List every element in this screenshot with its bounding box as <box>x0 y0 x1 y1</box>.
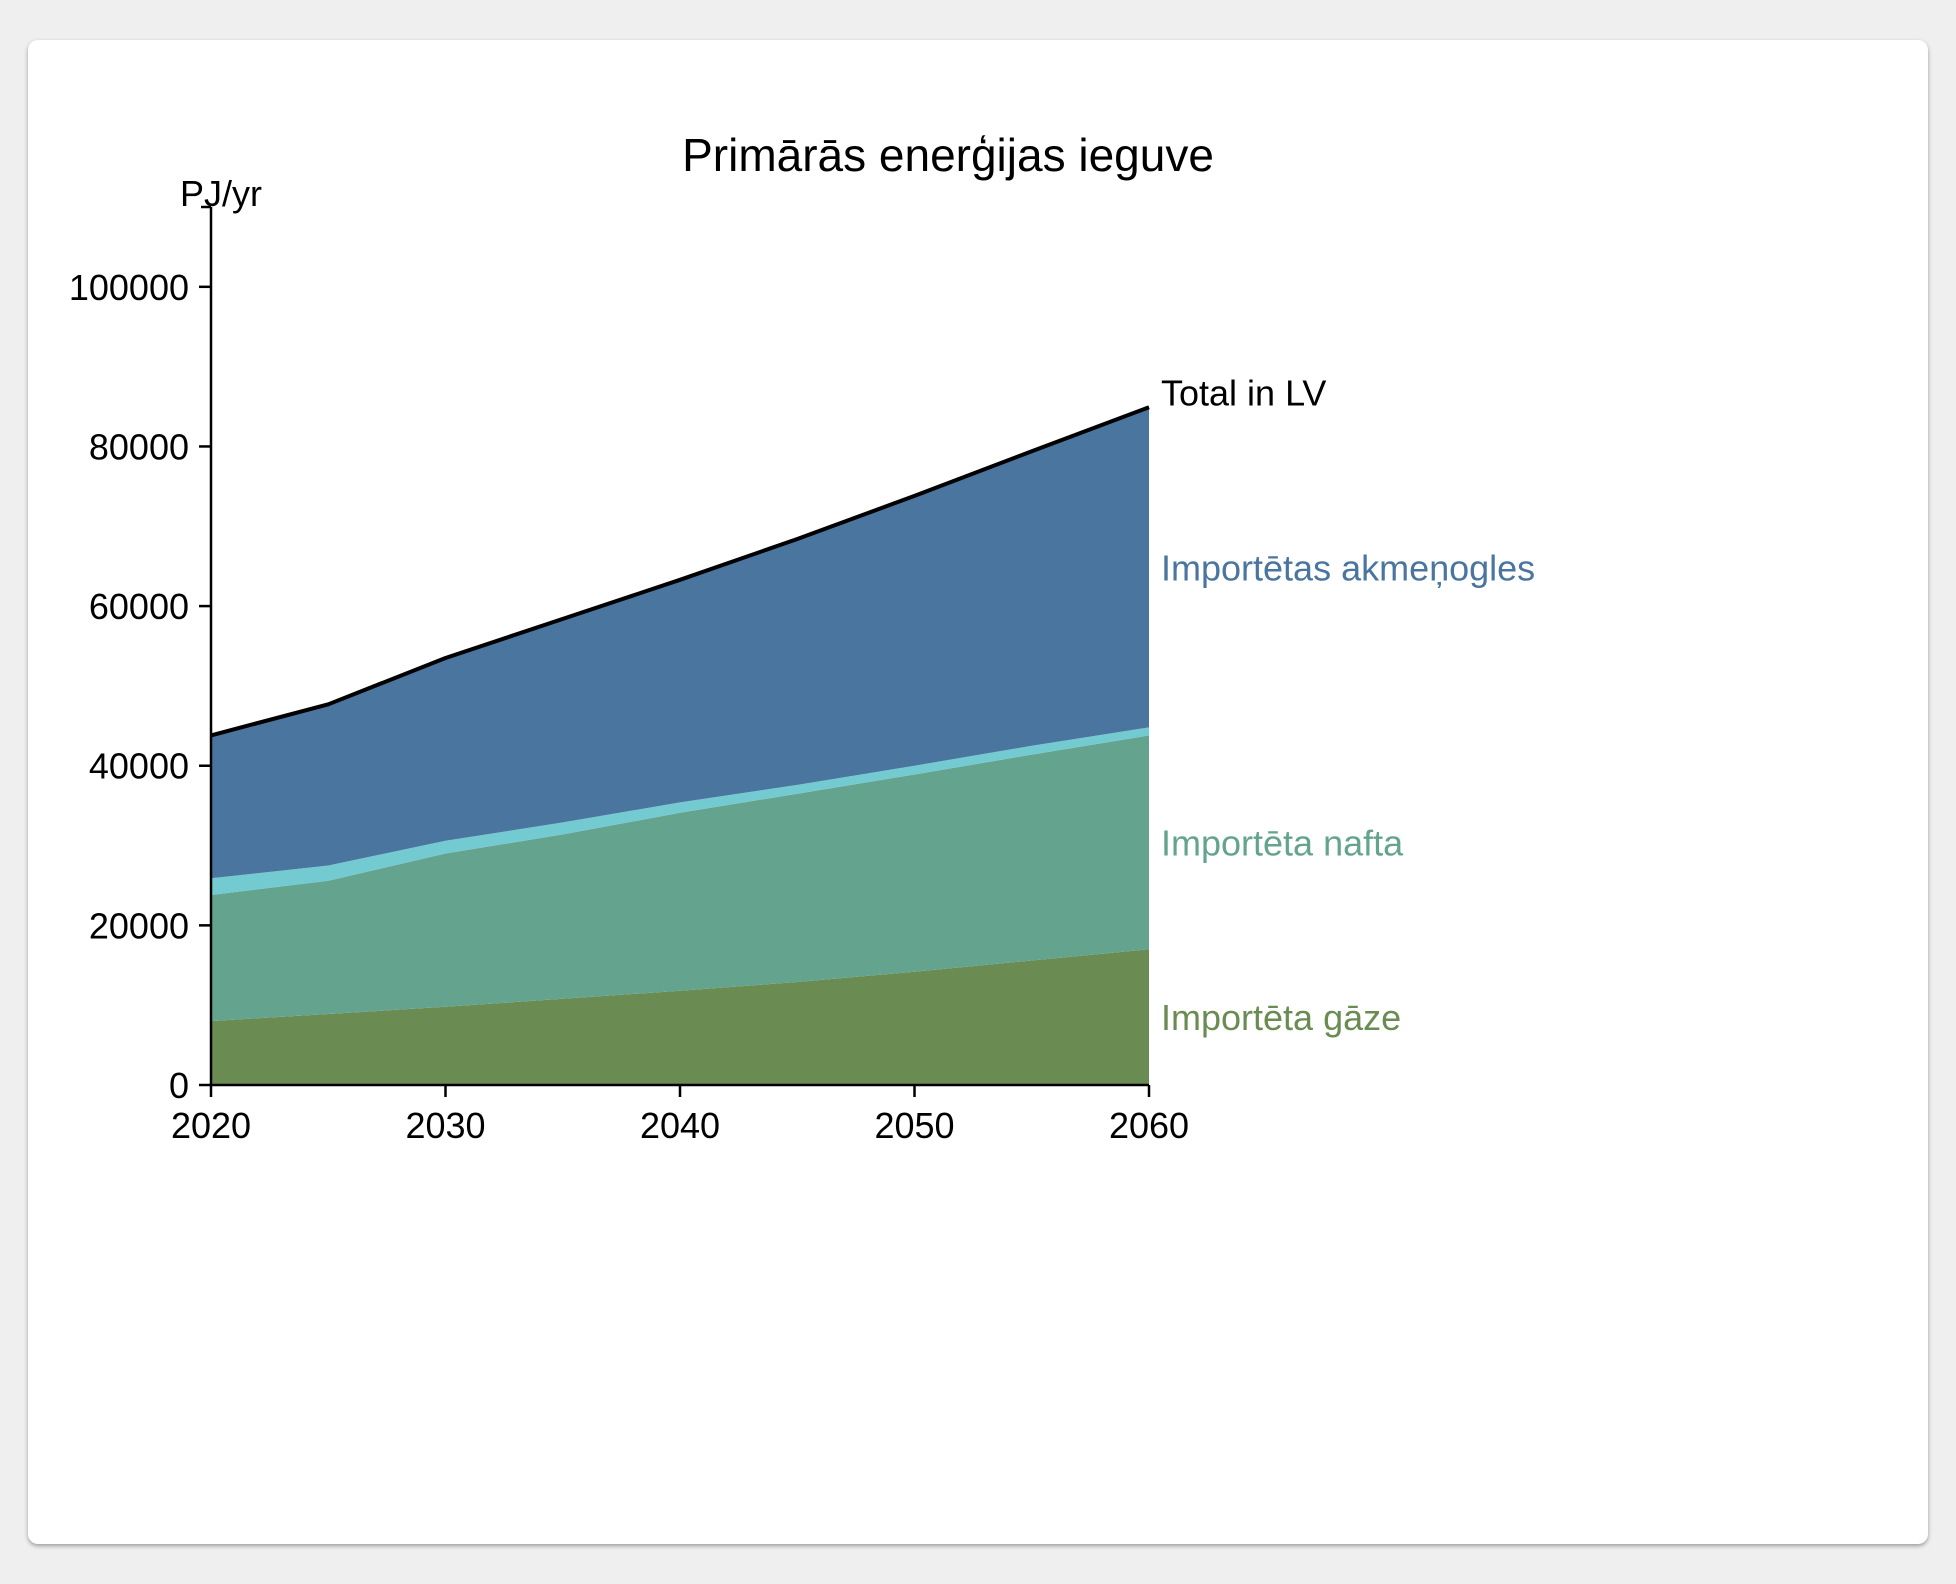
area-chart: Primārās enerģijas ieguve PJ/yr 0 20000 40… <box>69 129 1535 1146</box>
series-labels: Importēta gāze Importēta nafta Importētas … <box>1161 372 1535 1038</box>
series-label-total: Total in LV <box>1161 372 1326 413</box>
area-import-ta-nafta <box>211 735 1149 1022</box>
x-tick-label: 2040 <box>640 1105 720 1146</box>
y-tick-label: 60000 <box>89 586 189 627</box>
y-tick-label: 40000 <box>89 746 189 787</box>
x-tick-label: 2020 <box>171 1105 251 1146</box>
y-tick-label: 80000 <box>89 426 189 467</box>
x-tick-label: 2030 <box>405 1105 485 1146</box>
y-tick-label: 0 <box>169 1065 189 1106</box>
series-label-import-ta-g-ze: Importēta gāze <box>1161 997 1401 1038</box>
area-import-tas-akme-ogles <box>211 407 1149 879</box>
y-tick-label: 100000 <box>69 267 189 308</box>
area-import-ta-g-ze <box>211 949 1149 1085</box>
y-axis-unit: PJ/yr <box>180 173 262 214</box>
area-series-3 <box>211 727 1149 895</box>
axes: 0 20000 40000 60000 80000 100000 2020 2030 2040 2… <box>69 205 1189 1146</box>
series-label-import-tas-akme-ogles: Importētas akmeņogles <box>1161 547 1535 588</box>
series-label-import-ta-nafta: Importēta nafta <box>1161 822 1404 863</box>
x-tick-label: 2050 <box>874 1105 954 1146</box>
x-tick-label: 2060 <box>1109 1105 1189 1146</box>
total-line <box>210 405 1150 738</box>
y-tick-label: 20000 <box>89 905 189 946</box>
stacked-areas <box>210 405 1150 1085</box>
chart-card: Primārās enerģijas ieguve PJ/yr 0 20000 40… <box>28 40 1928 1544</box>
chart-title: Primārās enerģijas ieguve <box>682 129 1214 181</box>
